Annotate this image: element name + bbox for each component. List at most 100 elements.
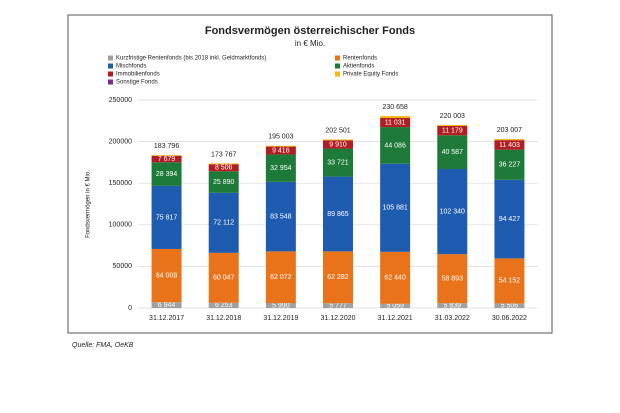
bar-segment: [494, 258, 525, 304]
bar-segment: [265, 251, 296, 304]
x-tick-label: 30.06.2022: [492, 315, 527, 322]
bar-segment: [265, 154, 296, 182]
bar-segment: [208, 164, 239, 172]
value-label: 11 031: [385, 119, 406, 126]
bar-segment: [208, 192, 239, 253]
legend-swatch: [108, 55, 113, 61]
legend-label: Mischfonds: [116, 64, 146, 70]
chart-title: Fondsvermögen österreichischer Fonds: [205, 25, 415, 37]
bar-segment: [380, 163, 411, 252]
bar-segment: [323, 148, 353, 177]
legend-swatch: [108, 71, 113, 77]
bar-segment: [323, 139, 353, 141]
value-label: 6 944: [158, 302, 176, 309]
x-tick-label: 31.12.2020: [320, 315, 355, 322]
value-label: 72 112: [213, 220, 234, 227]
bar-segment: [494, 149, 525, 180]
bar-segment: [265, 181, 296, 252]
value-label: 62 072: [270, 274, 292, 281]
bar-segment: [323, 176, 353, 252]
value-label: 33 721: [327, 159, 349, 166]
value-label: 62 282: [327, 274, 349, 281]
x-tick-label: 31.12.2018: [206, 315, 241, 322]
legend-swatch: [335, 63, 340, 69]
legend-label: Immobilienfonds: [116, 72, 160, 78]
value-label: 11 179: [442, 127, 463, 134]
value-label: 11 403: [499, 142, 520, 149]
y-axis-label: Fondsvermögen in € Mio.: [86, 170, 92, 238]
value-label: 89 865: [327, 211, 349, 218]
bar-segment: [437, 254, 468, 304]
bar-segment: [208, 171, 239, 193]
legend-swatch: [108, 79, 113, 85]
legend-label: Rentenfonds: [343, 56, 377, 62]
bar-segment: [380, 251, 411, 304]
total-label: 203 007: [497, 127, 522, 134]
bar-segment: [380, 116, 411, 118]
bar-segment: [437, 303, 468, 308]
bar-segment: [151, 155, 182, 163]
bar-segment: [208, 302, 239, 308]
y-tick-label: 100000: [109, 222, 132, 229]
legend-label: Kurzfristige Rentenfonds (bis 2018 inkl.…: [116, 56, 266, 62]
value-label: 7 679: [158, 156, 176, 163]
total-label: 173 767: [211, 151, 236, 158]
y-tick-label: 50000: [113, 263, 133, 270]
legend-label: Sonstige Fonds: [116, 80, 158, 86]
x-tick-label: 31.12.2021: [378, 315, 413, 322]
value-label: 58 893: [442, 275, 464, 282]
value-label: 5 506: [501, 303, 519, 310]
value-label: 9 416: [272, 147, 290, 154]
legend-swatch: [335, 55, 340, 61]
legend-label: Private Equity Fonds: [343, 72, 398, 78]
legend-swatch: [335, 71, 340, 77]
y-tick-label: 150000: [109, 180, 132, 187]
bar-segment: [380, 303, 411, 308]
bar-segment: [437, 125, 468, 136]
y-tick-label: 200000: [109, 138, 132, 145]
value-label: 44 086: [384, 142, 406, 149]
bar-segment: [265, 146, 296, 155]
x-tick-label: 31.03.2022: [435, 315, 470, 322]
chart-frame: [67, 14, 553, 334]
value-label: 75 817: [156, 214, 178, 221]
bar-segment: [151, 155, 182, 156]
bar-segment: [151, 185, 182, 249]
value-label: 5 990: [272, 302, 290, 309]
bar-segment: [151, 302, 182, 308]
total-label: 202 501: [325, 127, 350, 134]
value-label: 5 777: [329, 302, 347, 309]
bar-segment: [323, 303, 353, 308]
source: Quelle: FMA, OeKB: [72, 342, 134, 349]
value-label: 5 839: [444, 302, 462, 309]
value-label: 94 427: [499, 216, 521, 223]
value-label: 9 910: [329, 141, 347, 148]
value-label: 28 394: [156, 171, 178, 178]
y-tick-label: 0: [128, 305, 132, 312]
bar-segment: [208, 252, 239, 303]
bar-segment: [323, 251, 353, 304]
total-label: 183 796: [154, 143, 179, 150]
legend-label: Aktienfonds: [343, 64, 374, 70]
total-label: 220 003: [440, 113, 465, 120]
total-label: 230 658: [382, 104, 407, 111]
bar-segment: [494, 140, 525, 150]
bar-segment: [437, 135, 468, 169]
x-tick-label: 31.12.2017: [149, 315, 184, 322]
bar-segment: [437, 125, 468, 126]
value-label: 102 340: [440, 208, 465, 215]
bar-segment: [380, 117, 411, 128]
value-label: 83 548: [270, 213, 292, 220]
x-tick-label: 31.12.2019: [263, 315, 298, 322]
bar-segment: [265, 303, 296, 308]
bar-segment: [437, 168, 468, 255]
bar-segment: [323, 140, 353, 149]
total-label: 195 003: [268, 134, 293, 141]
bar-segment: [265, 145, 296, 147]
bar-segment: [380, 127, 411, 164]
bar-segment: [494, 139, 525, 141]
bar-segment: [151, 248, 182, 303]
legend-swatch: [108, 63, 113, 69]
chart-subtitle: in € Mio.: [295, 39, 325, 48]
